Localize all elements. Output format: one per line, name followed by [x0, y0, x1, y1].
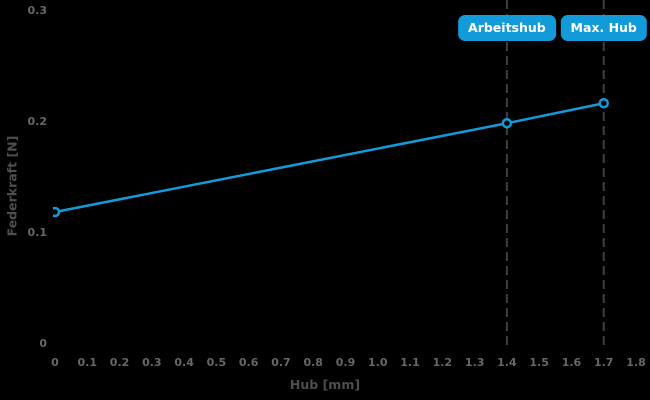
y-tick-label: 0: [39, 337, 47, 350]
x-tick-label: 0.1: [78, 356, 98, 369]
x-tick-label: 1.0: [368, 356, 388, 369]
x-tick-label: 1.3: [465, 356, 485, 369]
x-tick-label: 1.1: [400, 356, 420, 369]
x-tick-label: 0.6: [239, 356, 259, 369]
x-tick-label: 1.8: [626, 356, 646, 369]
x-tick-label: 0.2: [110, 356, 130, 369]
series-line: [54, 102, 604, 214]
series-federkraft: [53, 97, 609, 218]
x-tick-label: 0.3: [142, 356, 162, 369]
x-tick-label: 0.4: [174, 356, 194, 369]
x-tick-label: 0.7: [271, 356, 291, 369]
x-tick-label: 0.5: [207, 356, 227, 369]
data-point-marker: [53, 206, 61, 218]
x-tick-label: 0: [51, 356, 59, 369]
x-tick-label: 1.7: [594, 356, 614, 369]
x-tick-label: 1.6: [562, 356, 582, 369]
data-point-marker: [598, 97, 609, 109]
x-tick-label: 0.9: [336, 356, 356, 369]
y-tick-label: 0.3: [28, 4, 48, 17]
x-tick-label: 1.2: [433, 356, 453, 369]
annotation-badge-max-hub: Max. Hub: [560, 15, 647, 41]
annotation-badge-arbeitshub: Arbeitshub: [458, 15, 556, 41]
y-tick-label: 0.1: [28, 226, 48, 239]
y-axis-title: Federkraft [N]: [4, 135, 20, 237]
data-point-marker: [501, 117, 513, 129]
x-tick-label: 1.4: [497, 356, 517, 369]
x-tick-label: 0.8: [303, 356, 323, 369]
x-tick-label: 1.5: [529, 356, 549, 369]
y-tick-label: 0.2: [28, 115, 48, 128]
x-axis-title: Hub [mm]: [289, 377, 361, 392]
